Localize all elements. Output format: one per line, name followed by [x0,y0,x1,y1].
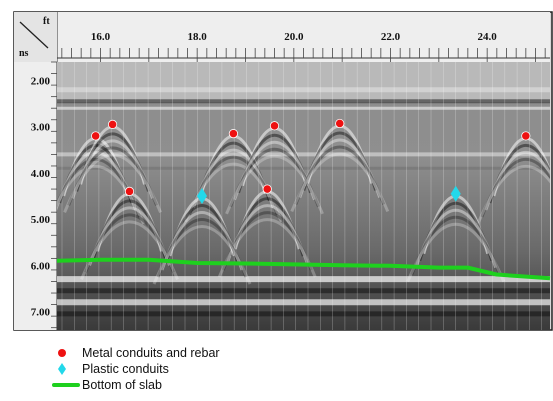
y-tick-label: 3.00 [31,122,51,134]
x-tick-label: 22.0 [381,31,401,43]
x-tick-label: 20.0 [284,31,304,43]
unit-left-label: ns [19,48,29,59]
legend-label-slab: Bottom of slab [82,378,162,392]
metal-conduit-point [521,131,531,141]
vertical-gridlines [61,62,543,330]
metal-conduit-point [262,184,272,194]
metal-conduit-point [228,129,239,139]
green-line-icon [52,383,80,387]
x-axis: 16.0 18.0 20.0 22.0 24.0 [61,31,546,62]
bottom-of-slab-line [56,257,551,281]
legend-label-metal: Metal conduits and rebar [82,346,220,360]
x-tick-label: 24.0 [478,31,498,43]
red-dot-icon [58,349,66,357]
metal-conduit-point [269,121,280,131]
x-tick-label: 16.0 [91,31,111,43]
legend-item-metal: Metal conduits and rebar [44,345,404,361]
unit-top-label: ft [43,16,50,27]
cyan-diamond-icon [58,363,66,375]
y-ruler [14,12,57,330]
legend-item-plastic: Plastic conduits [44,361,404,377]
x-tick-label: 18.0 [188,31,208,43]
y-tick-label: 2.00 [31,75,51,87]
y-tick-label: 5.00 [31,214,51,226]
annotations [56,118,551,281]
plot-area [57,62,550,330]
metal-conduit-point [124,186,135,196]
metal-conduit-point [91,131,101,141]
legend: Metal conduits and rebar Plastic conduit… [44,345,404,393]
metal-conduit-point [335,118,345,129]
plastic-conduit-point [197,188,207,204]
y-tick-label: 6.00 [31,260,51,272]
y-tick-label: 7.00 [31,307,51,319]
legend-label-plastic: Plastic conduits [82,362,169,376]
metal-conduit-point [107,119,118,129]
gpr-radargram: ft ns 16.0 18.0 20.0 22.0 24.0 2.00 3.00 4.00 5… [13,11,553,331]
horizontal-bands [57,87,550,317]
y-tick-label: 4.00 [31,168,51,180]
legend-item-slab: Bottom of slab [44,377,404,393]
plastic-conduit-point [450,185,461,202]
y-axis: 2.00 3.00 4.00 5.00 6.00 7.00 [31,61,57,329]
